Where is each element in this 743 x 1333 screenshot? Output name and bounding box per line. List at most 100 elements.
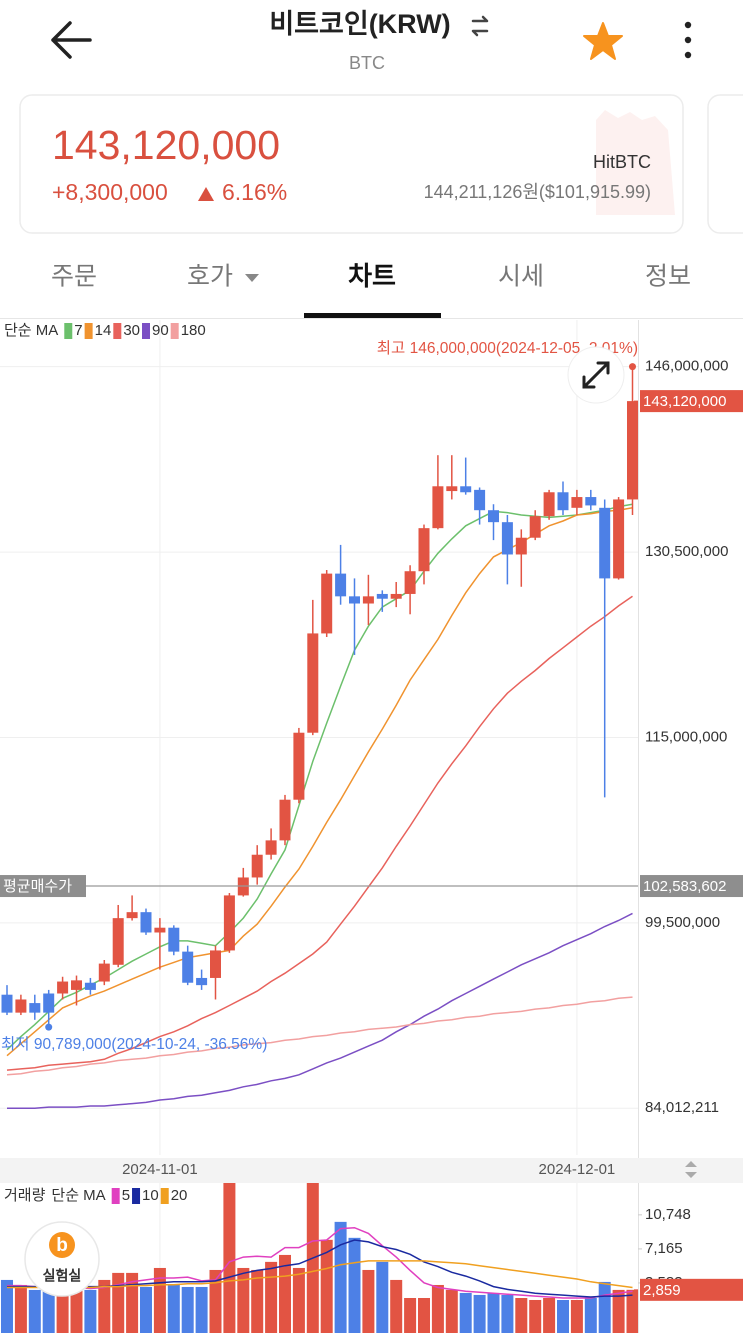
volume-bar xyxy=(515,1297,528,1333)
next-card[interactable] xyxy=(707,94,743,234)
average-price-label: 102,583,602 xyxy=(643,878,726,895)
volume-bar xyxy=(292,1267,305,1333)
volume-bar xyxy=(98,1279,111,1333)
legend-swatch xyxy=(132,1188,141,1204)
candle-body xyxy=(293,732,305,800)
candle-body xyxy=(307,633,319,733)
current-volume-label: 2,859 xyxy=(643,1282,681,1299)
lab-button[interactable]: b 실험실 xyxy=(24,1221,100,1297)
volume-bar xyxy=(459,1292,472,1333)
menu-dot xyxy=(684,51,692,59)
volume-bar xyxy=(223,1183,236,1333)
volume-bar xyxy=(84,1289,97,1333)
back-arrow xyxy=(51,21,92,59)
header-title[interactable]: 비트코인(KRW) xyxy=(269,9,450,39)
volume-bar xyxy=(70,1284,83,1333)
plot-area: 146,000,000 130,500,000 115,000,000 99,500,… xyxy=(0,320,743,1333)
volume-bar xyxy=(404,1297,417,1333)
volume-bar xyxy=(28,1289,41,1333)
candle-body xyxy=(1,994,13,1013)
low-marker xyxy=(45,1023,53,1031)
ma-line xyxy=(6,996,633,1076)
volume-bar xyxy=(570,1299,583,1333)
candle-body xyxy=(474,489,486,511)
volume-title: 거래량 xyxy=(4,1187,46,1204)
dropdown-caret xyxy=(245,274,259,282)
tab[interactable]: 주문 xyxy=(51,263,97,291)
lab-label: 실험실 xyxy=(43,1268,82,1284)
volume-bar xyxy=(251,1269,264,1333)
candle-body xyxy=(210,950,221,978)
average-price-name: 평균매수가 xyxy=(3,878,72,895)
candle-body xyxy=(126,912,138,919)
expand-icon xyxy=(582,361,610,389)
resize-handle[interactable] xyxy=(685,1161,697,1178)
y-tick-label: 115,000,000 xyxy=(645,728,727,745)
candle-body xyxy=(335,573,347,597)
candle-body xyxy=(43,993,55,1013)
volume-bar xyxy=(376,1261,389,1333)
menu-button[interactable] xyxy=(684,21,692,59)
candle-body xyxy=(349,596,360,604)
volume-bar xyxy=(140,1286,152,1333)
date-axis-band xyxy=(0,1158,743,1183)
volume-bar xyxy=(473,1294,486,1333)
back-button[interactable] xyxy=(51,21,92,59)
y-tick-label: 7,165 xyxy=(645,1240,683,1257)
candle-body xyxy=(279,799,291,841)
candle-body xyxy=(376,593,388,599)
candle-body xyxy=(251,854,263,878)
legend-title: 단순 MA xyxy=(51,1187,105,1204)
candle-body xyxy=(321,573,333,634)
volume-bar xyxy=(126,1272,139,1333)
legend-swatch xyxy=(111,1188,120,1204)
volume-bar xyxy=(543,1297,556,1333)
legend-item: 5 xyxy=(122,1187,130,1204)
candle-body xyxy=(29,1003,41,1013)
legend-swatch xyxy=(170,323,179,339)
volume-bar xyxy=(56,1287,69,1333)
candle-body xyxy=(71,980,82,990)
volume-bar xyxy=(237,1267,250,1333)
candle-body xyxy=(515,537,527,555)
legend-swatch xyxy=(84,323,93,339)
swap-icon[interactable] xyxy=(471,15,489,37)
average-price-name-box xyxy=(0,875,86,898)
legend-item: 30 xyxy=(123,322,140,339)
y-tick-label: 130,500,000 xyxy=(645,543,728,560)
candle-body xyxy=(571,497,583,508)
tab[interactable]: 정보 xyxy=(645,263,691,291)
legend-swatch xyxy=(142,323,150,339)
header-subtitle: BTC xyxy=(349,53,385,73)
volume-bar xyxy=(1,1279,13,1333)
volume-bar xyxy=(612,1289,625,1333)
legend-item: 90 xyxy=(152,322,169,339)
candle-body xyxy=(460,486,472,493)
tab[interactable]: 시세 xyxy=(498,263,544,291)
candle-body xyxy=(599,507,611,579)
ma-line xyxy=(6,507,633,1057)
price-card[interactable] xyxy=(19,94,684,234)
up-triangle xyxy=(198,187,214,201)
volume-bar xyxy=(42,1289,55,1333)
ma-line xyxy=(7,1260,633,1289)
candle-body xyxy=(432,486,444,529)
candle-body xyxy=(627,401,638,500)
volume-bar xyxy=(598,1281,611,1333)
volume-bar xyxy=(334,1221,347,1333)
high-marker xyxy=(629,363,636,371)
candle-body xyxy=(613,499,625,579)
reference-price: 144,211,126원($101,915.99) xyxy=(424,182,651,202)
expand-button[interactable] xyxy=(567,346,625,404)
low-annotation: 최저 90,789,000(2024-10-24, -36.56%) xyxy=(1,1035,267,1053)
volume-bar xyxy=(431,1284,444,1333)
volume-bar xyxy=(265,1261,278,1333)
volume-bar xyxy=(557,1299,569,1333)
menu-dot xyxy=(684,36,692,44)
volume-bar xyxy=(362,1269,375,1333)
favorite-star[interactable] xyxy=(583,22,623,60)
tab-active[interactable]: 차트 xyxy=(348,261,396,291)
tab[interactable]: 호가 xyxy=(187,263,233,291)
